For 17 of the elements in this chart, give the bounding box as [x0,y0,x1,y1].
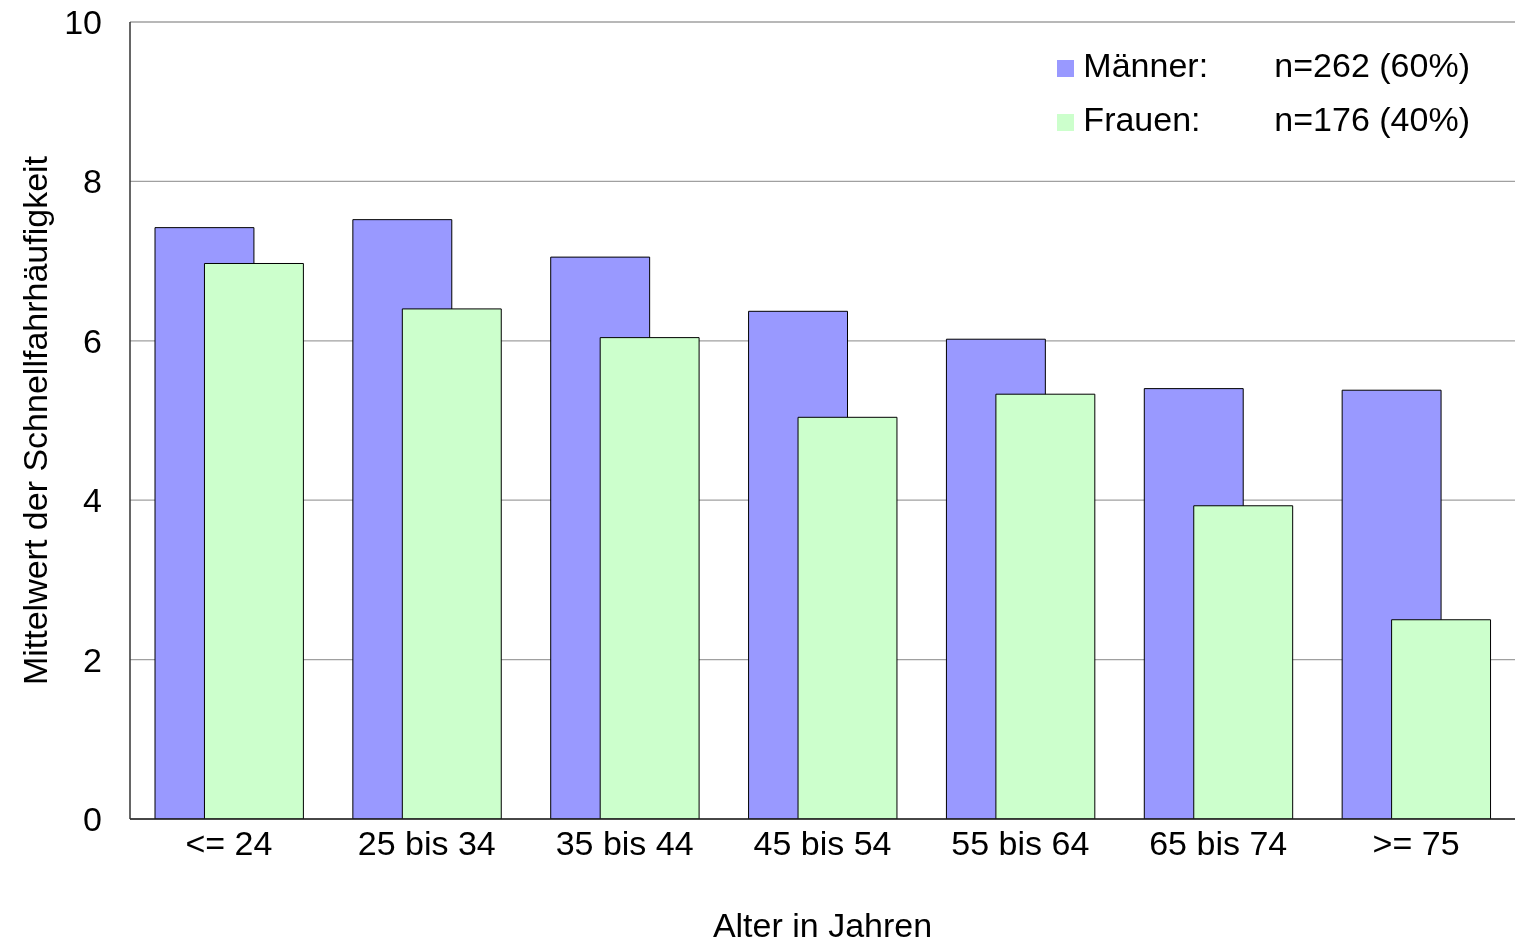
y-tick-label: 10 [64,3,102,42]
y-tick-label: 8 [83,162,102,201]
x-tick-label: 45 bis 54 [753,824,892,863]
y-tick-label: 4 [83,481,102,520]
legend-label: Männer: n=262 (60%) [1082,46,1470,84]
x-axis-title: Alter in Jahren [712,906,933,941]
x-tick-label: <= 24 [185,824,273,863]
y-tick-label: 6 [83,321,102,360]
y-tick-label: 0 [83,800,102,839]
x-tick-label: 55 bis 64 [951,824,1090,863]
y-tick-label: 2 [83,640,102,679]
x-tick-label: 35 bis 44 [555,824,694,863]
y-axis-title: Mittelwert der Schnellfahrhäufigkeit [16,155,54,686]
x-tick-label: >= 75 [1372,824,1460,863]
x-tick-label: 25 bis 34 [357,824,496,863]
legend-label: Frauen: n=176 (40%) [1082,100,1470,138]
x-tick-label: 65 bis 74 [1149,824,1288,863]
